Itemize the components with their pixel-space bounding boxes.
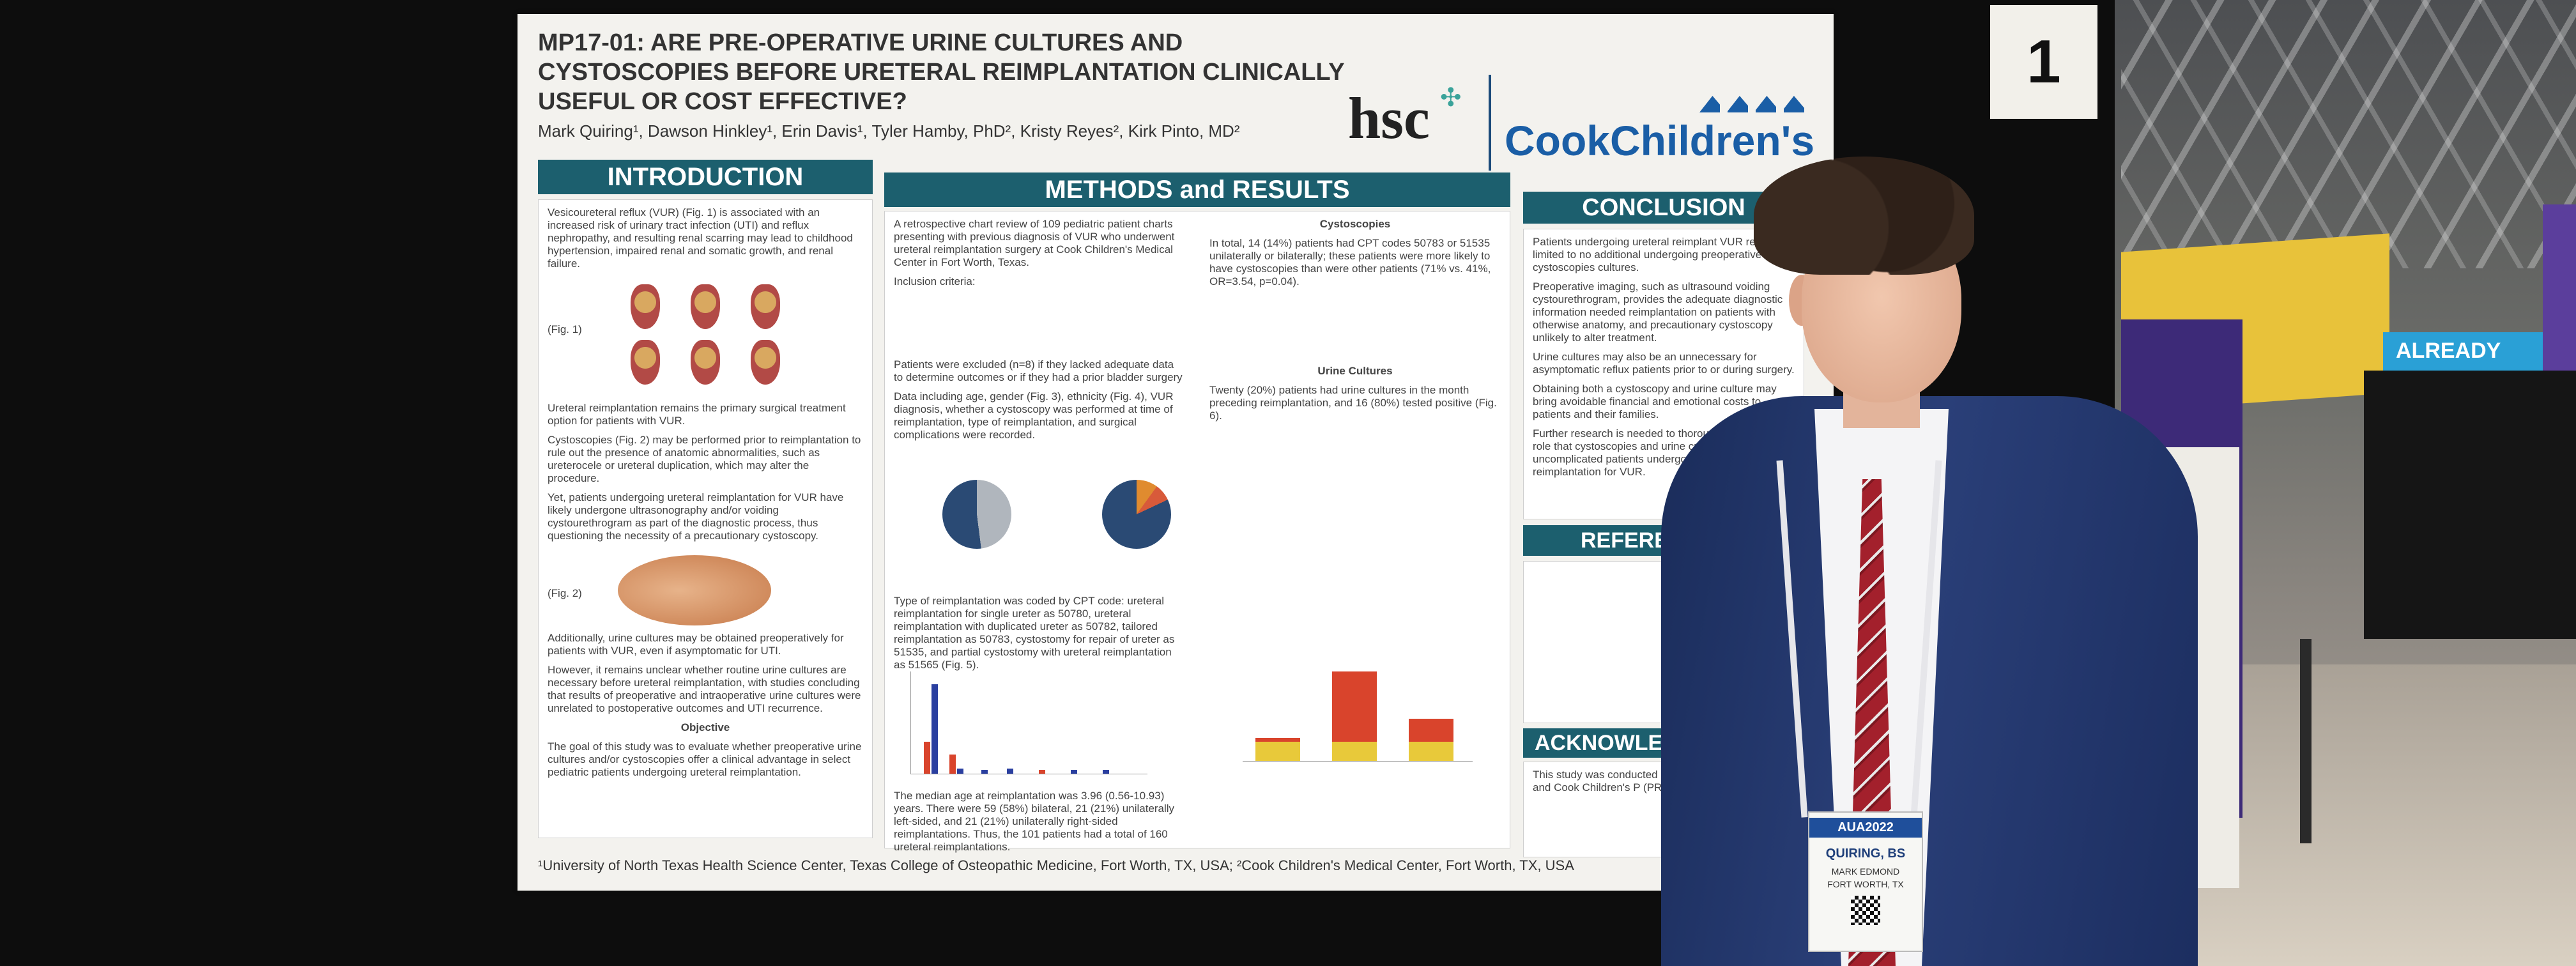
bar [924, 742, 930, 774]
blue-sign-text: ALREADY [2396, 339, 2501, 363]
methods-paragraph: The median age at reimplantation was 3.9… [894, 790, 1175, 853]
kidney-illustration-icon [631, 284, 660, 329]
cook-childrens-roof-icon [1699, 96, 1808, 112]
bar [1071, 770, 1077, 774]
cook-childrens-logo: CookChildren's [1505, 117, 1815, 164]
name-badge: AUA2022 QUIRING, BS MARK EDMOND FORT WOR… [1808, 811, 1923, 952]
badge-city: FORT WORTH, TX [1827, 879, 1904, 889]
bar [1103, 770, 1109, 774]
methods-paragraph: A retrospective chart review of 109 pedi… [894, 218, 1175, 268]
presenter-hair [1754, 157, 1974, 275]
conclusion-column: Patients undergoing ureteral reimplant V… [1523, 229, 1804, 519]
urine-heading: Urine Cultures [1317, 365, 1393, 377]
conclusion-paragraph: Patients undergoing ureteral reimplant V… [1533, 236, 1787, 273]
bar [949, 755, 956, 774]
poster-affiliations-footer: ¹University of North Texas Health Scienc… [538, 857, 1574, 873]
objective-text: The goal of this study was to evaluate w… [548, 740, 862, 778]
bar [1409, 719, 1453, 742]
logo-divider [1489, 75, 1491, 171]
cystoscopies-by-cpt-bar-chart [910, 671, 1147, 774]
fig-1-label: (Fig. 1) [548, 323, 582, 335]
badge-event: AUA2022 [1809, 818, 1922, 838]
badge-name: QUIRING, BS [1825, 847, 1906, 861]
figure-2: (Fig. 2) [548, 549, 863, 632]
urine-cultures-stacked-bar-chart [1243, 633, 1473, 762]
kidney-illustration-icon [691, 284, 720, 329]
kidney-illustration-icon [691, 340, 720, 385]
kidney-illustration-icon [631, 340, 660, 385]
methods-column: A retrospective chart review of 109 pedi… [884, 211, 1510, 853]
board-number-sign: 1 [1990, 5, 2097, 119]
methods-paragraph: Type of reimplantation was coded by CPT … [894, 595, 1175, 671]
intro-paragraph: Vesicoureteral reflux (VUR) (Fig. 1) is … [548, 206, 853, 270]
bar [1332, 742, 1377, 761]
intro-paragraph: Ureteral reimplantation remains the prim… [548, 402, 846, 427]
intro-paragraph: Additionally, urine cultures may be obta… [548, 632, 844, 657]
intro-paragraph: However, it remains unclear whether rout… [548, 664, 861, 714]
objective-heading: Objective [680, 721, 730, 733]
bar [981, 770, 988, 774]
conclusion-paragraph: Obtaining both a cystoscopy and urine cu… [1533, 383, 1777, 420]
demographics-sex-pie-chart [942, 480, 1011, 549]
bar [1255, 742, 1300, 761]
ceiling-truss [2121, 0, 2576, 268]
methods-header: METHODS and RESULTS [884, 172, 1510, 207]
bar [957, 769, 963, 774]
hsc-logo-mark-icon: ✣ [1440, 84, 1462, 112]
research-poster: MP17-01: ARE PRE-OPERATIVE URINE CULTURE… [518, 14, 1834, 891]
bar [1039, 770, 1045, 774]
methods-paragraph: Data including age, gender (Fig. 3), eth… [894, 390, 1174, 441]
kidney-illustration-icon [751, 340, 780, 385]
kidney-illustration-icon [751, 284, 780, 329]
hsc-logo: hsc [1348, 86, 1430, 151]
introduction-column: Vesicoureteral reflux (VUR) (Fig. 1) is … [538, 199, 873, 838]
methods-paragraph: Patients were excluded (n=8) if they lac… [894, 358, 1183, 383]
methods-paragraph: Inclusion criteria: [894, 275, 976, 288]
figure-1: (Fig. 1) [548, 280, 863, 392]
fig-2-label: (Fig. 2) [548, 587, 582, 599]
board-stand [2300, 639, 2312, 843]
conclusion-paragraph: Urine cultures may also be an unnecessar… [1533, 351, 1795, 376]
qr-code-icon [1851, 896, 1880, 925]
cystoscopies-text: In total, 14 (14%) patients had CPT code… [1209, 237, 1491, 288]
introduction-header: INTRODUCTION [538, 160, 873, 194]
bar [1332, 671, 1377, 742]
urine-text: Twenty (20%) patients had urine cultures… [1209, 384, 1497, 422]
demographics-race-pie-chart [1102, 480, 1171, 549]
dark-display-board [2364, 371, 2576, 639]
conclusion-paragraph: Preoperative imaging, such as ultrasound… [1533, 280, 1783, 344]
conclusion-header: CONCLUSION [1523, 192, 1804, 224]
cystoscopy-illustration-icon [618, 555, 771, 625]
bar [1007, 769, 1013, 774]
bar [931, 684, 938, 774]
cystoscopies-heading: Cystoscopies [1319, 218, 1391, 230]
intro-paragraph: Cystoscopies (Fig. 2) may be performed p… [548, 434, 861, 484]
bar [1409, 742, 1453, 761]
bar [1255, 738, 1300, 742]
poster-title: MP17-01: ARE PRE-OPERATIVE URINE CULTURE… [538, 29, 1344, 115]
intro-paragraph: Yet, patients undergoing ureteral reimpl… [548, 491, 844, 542]
poster-authors: Mark Quiring¹, Dawson Hinkley¹, Erin Dav… [538, 121, 1240, 141]
purple-sign-right [2543, 204, 2576, 377]
badge-first-name: MARK EDMOND [1831, 866, 1900, 877]
